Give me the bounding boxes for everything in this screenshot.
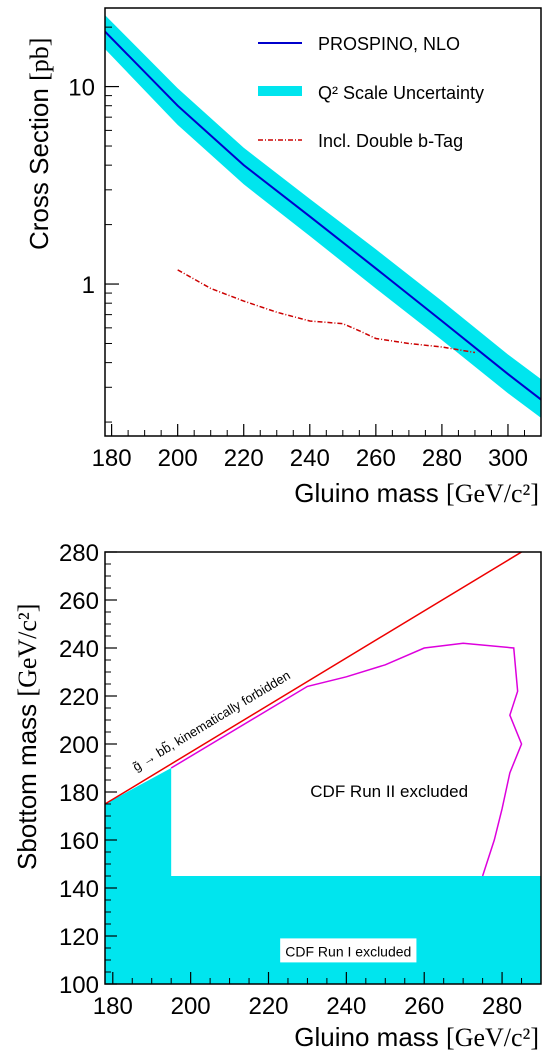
top-y-axis-unit: [pb] [25, 38, 54, 81]
legend-swatch-uncertainty [258, 86, 302, 96]
bottom-y-tick-label: 140 [59, 876, 99, 903]
bottom-axis-ticks: 180 200 220 240 260 280 100 120 140 160 180 200 220 2… [59, 540, 542, 1020]
top-x-axis-title: Gluino mass [GeV/c²] [294, 478, 539, 508]
top-y-tick-label: 1 [82, 272, 95, 299]
bottom-y-tick-label: 120 [59, 924, 99, 951]
bottom-x-tick-label: 180 [93, 993, 133, 1020]
legend-label-prospino: PROSPINO, NLO [318, 34, 460, 54]
bottom-x-axis-title: Gluino mass [GeV/c²] [294, 1022, 539, 1052]
top-y-axis-title: Cross Section [pb] [24, 38, 54, 250]
forbidden-label: g̃ → bb̃, kinematically forbidden [130, 667, 293, 774]
bottom-x-axis-unit: [GeV/c²] [446, 1023, 539, 1052]
bottom-x-tick-label: 200 [171, 993, 211, 1020]
top-y-axis-label: Cross Section [24, 88, 54, 250]
bottom-y-tick-label: 200 [59, 732, 99, 759]
bottom-x-axis-label: Gluino mass [294, 1022, 439, 1052]
uncertainty-band [105, 15, 541, 418]
run2-excluded-contour [170, 642, 523, 877]
top-x-tick-label: 280 [422, 445, 462, 472]
top-legend: PROSPINO, NLO Q² Scale Uncertainty Incl.… [258, 34, 484, 151]
top-x-tick-label: 180 [92, 445, 132, 472]
top-x-tick-label: 300 [488, 445, 528, 472]
bottom-y-tick-label: 160 [59, 828, 99, 855]
legend-label-btag: Incl. Double b-Tag [318, 131, 463, 151]
bottom-y-tick-label: 220 [59, 684, 99, 711]
top-axis-ticks: 180 200 220 240 260 280 300 1 10 [68, 26, 542, 472]
bottom-x-tick-label: 240 [326, 993, 366, 1020]
top-x-tick-label: 220 [224, 445, 264, 472]
bottom-plot-area: g̃ → bb̃, kinematically forbidden CDF Run… [105, 552, 541, 984]
run2-label: CDF Run II excluded [310, 782, 468, 801]
bottom-y-tick-label: 260 [59, 588, 99, 615]
prospino-line [105, 30, 541, 401]
bottom-y-axis-unit: [GeV/c²] [13, 604, 42, 697]
top-x-axis-label: Gluino mass [294, 478, 439, 508]
run1-label-box [280, 938, 417, 963]
run1-label: CDF Run I excluded [285, 943, 411, 959]
bottom-x-tick-label: 280 [482, 993, 522, 1020]
legend-label-uncertainty: Q² Scale Uncertainty [318, 83, 484, 103]
top-plot-area [105, 15, 541, 418]
top-x-tick-label: 260 [356, 445, 396, 472]
run1-excluded-region [105, 768, 541, 984]
bottom-y-axis-label: Sbottom mass [12, 704, 42, 870]
btag-line [177, 269, 476, 354]
bottom-y-tick-label: 240 [59, 636, 99, 663]
bottom-chart: g̃ → bb̃, kinematically forbidden CDF Run… [12, 540, 542, 1052]
top-x-tick-label: 240 [290, 445, 330, 472]
top-x-tick-label: 200 [158, 445, 198, 472]
bottom-y-axis-title: Sbottom mass [GeV/c²] [12, 604, 42, 870]
top-plot-frame [104, 7, 542, 437]
bottom-x-tick-label: 220 [248, 993, 288, 1020]
bottom-x-tick-label: 260 [404, 993, 444, 1020]
bottom-y-tick-label: 280 [59, 540, 99, 567]
top-x-axis-unit: [GeV/c²] [446, 479, 539, 508]
bottom-y-tick-label: 180 [59, 780, 99, 807]
top-y-tick-label: 10 [68, 75, 95, 102]
bottom-y-tick-label: 100 [59, 972, 99, 999]
kinematic-limit-line [105, 552, 522, 805]
top-chart: 180 200 220 240 260 280 300 1 10 PROSPINO, NLO Q… [24, 7, 542, 508]
